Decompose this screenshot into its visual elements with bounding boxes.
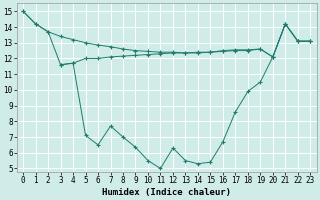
X-axis label: Humidex (Indice chaleur): Humidex (Indice chaleur) [102, 188, 231, 197]
